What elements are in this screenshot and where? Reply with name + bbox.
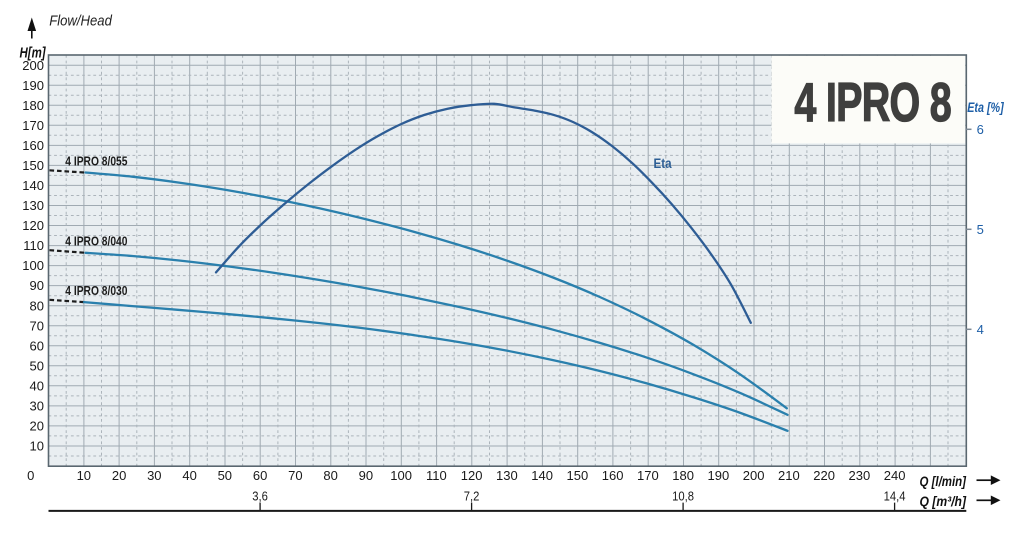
svg-text:20: 20 [112,468,126,483]
svg-text:120: 120 [22,218,44,233]
svg-text:Eta [%]: Eta [%] [967,100,1004,116]
svg-text:170: 170 [637,468,659,483]
svg-text:210: 210 [778,468,800,483]
svg-text:10: 10 [77,468,91,483]
svg-text:30: 30 [147,468,161,483]
svg-text:H[m]: H[m] [20,44,47,61]
svg-text:Q [m³/h]: Q [m³/h] [919,493,966,509]
svg-text:4: 4 [977,322,984,337]
svg-text:160: 160 [22,138,44,153]
svg-text:7,2: 7,2 [464,489,480,504]
svg-text:Flow/Head: Flow/Head [49,12,113,29]
svg-text:10: 10 [30,439,44,454]
svg-text:120: 120 [461,468,483,483]
svg-text:3,6: 3,6 [252,489,268,504]
svg-text:80: 80 [323,468,337,483]
svg-text:20: 20 [30,419,44,434]
svg-text:220: 220 [813,468,835,483]
svg-text:240: 240 [884,468,906,483]
svg-text:140: 140 [531,468,553,483]
svg-text:40: 40 [182,468,196,483]
svg-text:80: 80 [30,298,44,313]
svg-text:160: 160 [602,468,624,483]
svg-text:14,4: 14,4 [884,489,906,504]
svg-text:150: 150 [567,468,589,483]
svg-text:4 IPRO 8: 4 IPRO 8 [794,73,951,134]
svg-text:130: 130 [496,468,518,483]
svg-text:30: 30 [30,399,44,414]
svg-text:200: 200 [22,58,44,73]
svg-text:6: 6 [977,122,984,137]
svg-text:60: 60 [30,338,44,353]
svg-text:180: 180 [22,98,44,113]
svg-text:5: 5 [977,222,984,237]
svg-text:110: 110 [426,468,447,483]
svg-text:130: 130 [22,198,44,213]
svg-text:170: 170 [22,118,44,133]
svg-text:Q [l/min]: Q [l/min] [919,473,966,489]
svg-text:10,8: 10,8 [672,489,694,504]
svg-text:200: 200 [743,468,765,483]
svg-text:180: 180 [672,468,694,483]
svg-text:0: 0 [27,468,34,483]
svg-text:230: 230 [849,468,871,483]
svg-text:100: 100 [390,468,412,483]
svg-text:50: 50 [218,468,232,483]
svg-text:50: 50 [30,358,44,373]
svg-text:150: 150 [22,158,44,173]
svg-text:100: 100 [22,258,44,273]
svg-text:Eta: Eta [654,156,673,171]
svg-text:4 IPRO 8/030: 4 IPRO 8/030 [65,284,128,298]
svg-text:140: 140 [22,178,44,193]
svg-text:190: 190 [708,468,730,483]
svg-text:60: 60 [253,468,267,483]
svg-text:4 IPRO 8/055: 4 IPRO 8/055 [65,155,128,169]
svg-text:190: 190 [22,78,44,93]
svg-text:4 IPRO 8/040: 4 IPRO 8/040 [65,234,128,248]
svg-text:70: 70 [288,468,302,483]
svg-text:40: 40 [30,378,44,393]
svg-text:70: 70 [30,318,44,333]
svg-text:90: 90 [30,278,44,293]
svg-text:90: 90 [359,468,373,483]
svg-text:110: 110 [23,238,44,253]
